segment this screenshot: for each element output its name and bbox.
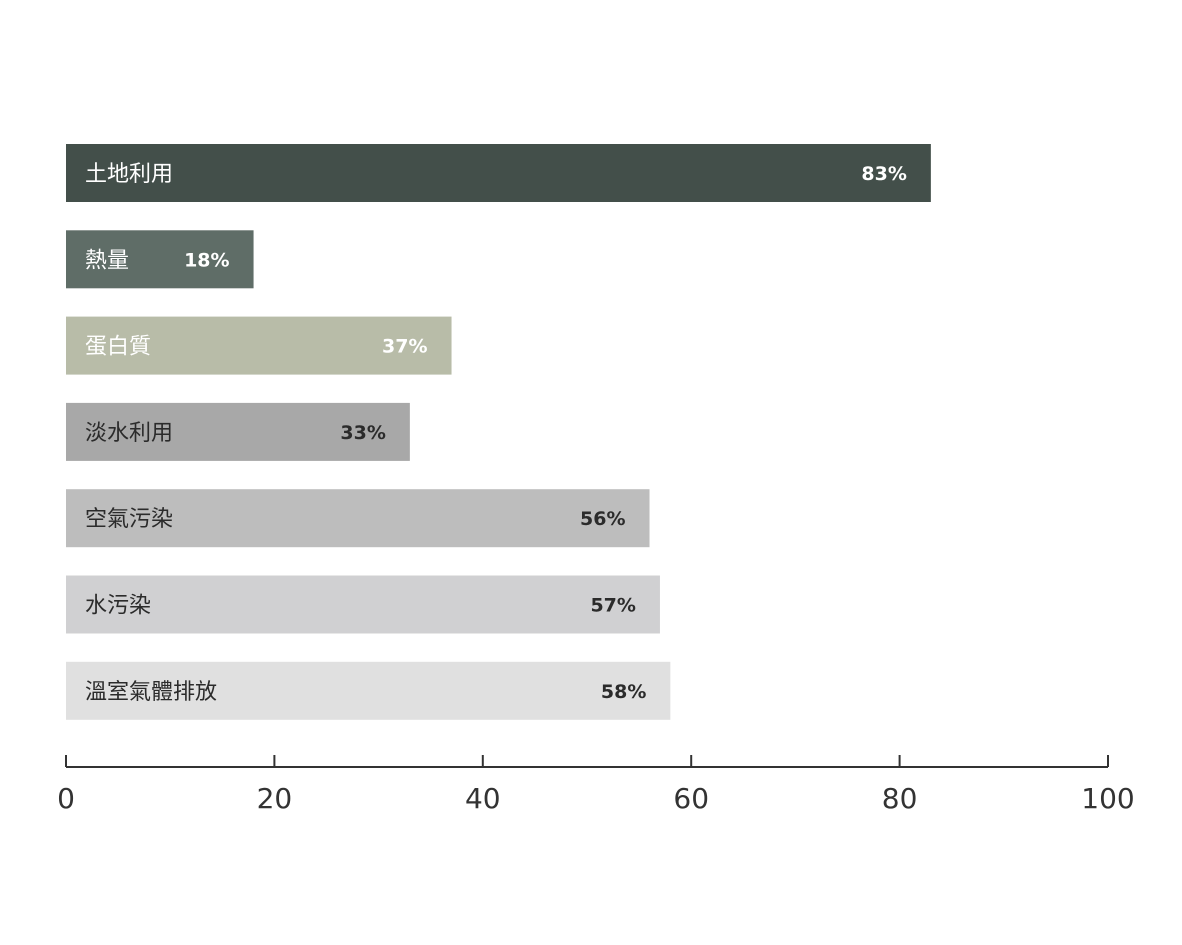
bar-group: 溫室氣體排放 58% — [66, 661, 671, 720]
x-tick-label: 20 — [257, 782, 293, 815]
bar — [66, 144, 931, 202]
bar-category-label: 土地利用 — [85, 162, 173, 187]
x-tick-label: 40 — [465, 782, 501, 815]
x-axis: 0 20 40 60 80 100 — [57, 755, 1135, 815]
bar-category-label: 蛋白質 — [85, 335, 151, 360]
bar-category-label: 水污染 — [85, 594, 151, 619]
bar-value-label: 56% — [580, 508, 625, 530]
x-tick-label: 100 — [1081, 782, 1134, 815]
bar — [66, 402, 410, 461]
bar — [66, 489, 650, 548]
bar-value-label: 83% — [861, 163, 906, 185]
bar-group: 土地利用 83% — [66, 144, 931, 202]
bar-value-label: 37% — [382, 336, 427, 358]
bar-group: 空氣污染 56% — [66, 489, 650, 548]
bar — [66, 575, 660, 634]
bar-group: 淡水利用 33% — [66, 402, 410, 461]
bar — [66, 661, 671, 720]
bar — [66, 316, 452, 375]
bar-category-label: 空氣污染 — [85, 507, 173, 532]
bar-group: 水污染 57% — [66, 575, 660, 634]
bar-value-label: 18% — [184, 249, 229, 271]
bar-value-label: 57% — [590, 595, 635, 617]
bar-group: 蛋白質 37% — [66, 316, 452, 375]
bar-value-label: 33% — [340, 422, 385, 444]
bars-group: 土地利用 83% 熱量 18% 蛋白質 37% 淡水利用 33% 空氣污染 56% 水污染 57% 溫室… — [66, 144, 931, 720]
x-tick-label: 80 — [882, 782, 918, 815]
x-tick-label: 60 — [673, 782, 709, 815]
bar-group: 熱量 18% — [66, 230, 254, 289]
bar-category-label: 溫室氣體排放 — [85, 680, 217, 705]
bar — [66, 230, 254, 289]
x-tick-label: 0 — [57, 782, 75, 815]
bar-category-label: 熱量 — [85, 248, 129, 273]
bar-category-label: 淡水利用 — [85, 421, 173, 446]
bar-value-label: 58% — [601, 681, 646, 703]
